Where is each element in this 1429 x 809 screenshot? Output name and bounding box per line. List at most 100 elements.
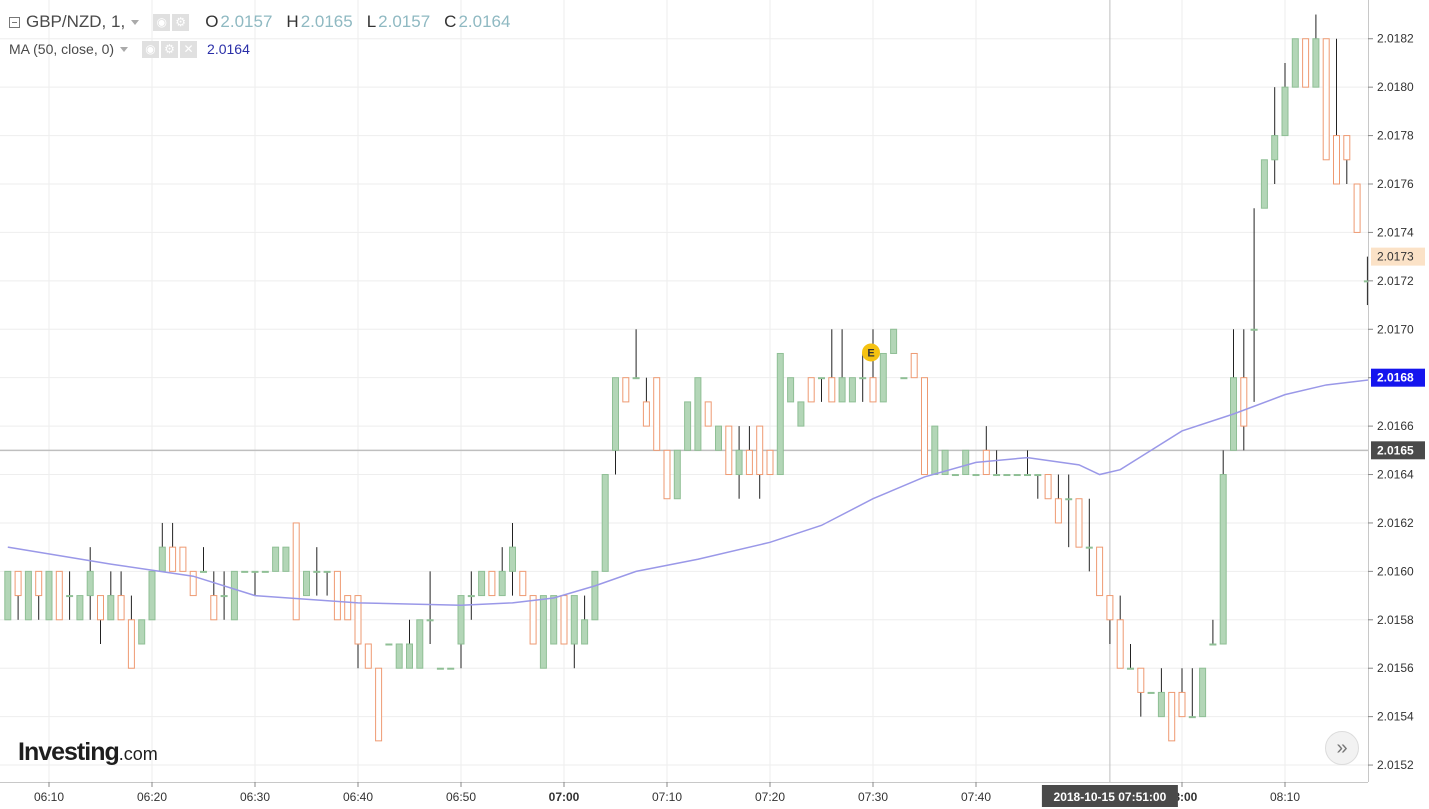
candle-body-up (457, 595, 465, 645)
candle-body-up (632, 377, 640, 380)
candle-body-up (406, 643, 413, 669)
price-tick-label: 2.0158 (1377, 613, 1414, 627)
candle-body-up (931, 425, 939, 476)
candle-body-up (230, 570, 238, 621)
candle-body-up (601, 474, 609, 572)
eye-icon[interactable]: ◉ (142, 40, 160, 58)
price-tick-label: 2.0152 (1377, 758, 1414, 772)
candle-body-up (158, 546, 166, 572)
candle-body-down (725, 425, 733, 476)
candle-body-up (1147, 691, 1155, 694)
price-tick-label: 2.0182 (1377, 32, 1414, 46)
chevron-down-icon[interactable] (120, 46, 129, 52)
candle-body-down (1353, 183, 1361, 233)
ohlc-high-value: 2.0165 (300, 12, 353, 31)
candle-body-up (148, 570, 156, 621)
ma-price-tag-bg (1371, 368, 1425, 387)
candle-body-up (715, 425, 722, 451)
candle-body-up (570, 595, 578, 645)
candle-body-up (467, 595, 475, 598)
candle-body-down (869, 377, 877, 403)
price-tick-label: 2.0162 (1377, 516, 1414, 530)
candle-body-up (612, 377, 619, 451)
candle-body-down (1168, 691, 1176, 742)
candle-body-down (97, 595, 104, 621)
candle-body-up (1250, 328, 1258, 331)
crosshair-price-tag-label: 2.0165 (1377, 443, 1414, 457)
candle-body-up (1013, 474, 1021, 477)
chevron-down-icon[interactable] (131, 19, 140, 25)
price-tick-label: 2.0166 (1377, 419, 1414, 433)
time-tick-label: 06:20 (137, 790, 167, 804)
candle-body-up (200, 570, 207, 573)
candle-body-up (1281, 86, 1289, 137)
candle-body-up (282, 546, 290, 572)
candle-body-up (776, 352, 784, 476)
candle-body-up (673, 449, 681, 500)
collapse-icon[interactable] (9, 16, 20, 28)
candle-body-down (375, 667, 383, 742)
candle-body-up (1003, 474, 1011, 477)
gear-icon[interactable]: ⚙ (172, 13, 190, 31)
candle-body-down (1096, 546, 1104, 597)
candle-body-down (210, 595, 218, 621)
candle-body-up (251, 570, 259, 573)
ohlc-open-key: O (205, 12, 219, 31)
close-icon[interactable]: ✕ (180, 40, 198, 58)
candle-body-up (436, 667, 444, 670)
candle-body-down (622, 377, 630, 403)
price-tick-label: 2.0174 (1377, 225, 1414, 239)
ohlc-low-value: 2.0157 (378, 12, 431, 31)
eye-icon[interactable]: ◉ (153, 13, 171, 31)
candle-body-up (76, 595, 84, 621)
candle-body-down (1075, 498, 1083, 548)
candle-body-up (220, 595, 228, 598)
event-marker (862, 343, 880, 362)
candle-body-up (1260, 159, 1268, 209)
time-tick-label: 08:10 (1270, 790, 1300, 804)
candle-body-up (1219, 474, 1227, 645)
candle-body-up (951, 474, 959, 477)
candle-body-up (138, 619, 146, 645)
candle-body-up (539, 595, 547, 669)
candle-body-down (55, 570, 63, 621)
logo-main: Investing (18, 738, 120, 766)
candle-body-up (972, 474, 980, 477)
candle-body-up (1065, 498, 1073, 501)
price-tick-label: 2.0160 (1377, 564, 1414, 578)
candle-body-up (66, 595, 74, 598)
scroll-to-latest-button[interactable]: » (1325, 731, 1359, 765)
candle-body-down (488, 570, 496, 597)
candle-body-up (890, 328, 898, 354)
price-tick-label: 2.0178 (1377, 129, 1414, 143)
price-tick-label: 2.0156 (1377, 661, 1414, 675)
candle-body-up (1312, 38, 1320, 88)
time-tick-label: 07:30 (858, 790, 888, 804)
candle-body-up (1157, 691, 1165, 718)
candle-body-down (1302, 38, 1310, 88)
candle-body-up (1199, 667, 1207, 718)
price-tick-label: 2.0180 (1377, 80, 1414, 94)
ma-label: MA (50, close, 0) (9, 41, 115, 57)
time-tick-label: 06:30 (240, 790, 270, 804)
candle-body-down (766, 449, 774, 476)
gear-icon[interactable]: ⚙ (161, 40, 179, 58)
candle-body-up (1271, 135, 1279, 161)
candle-body-down (982, 449, 990, 476)
ma-price-tag-label: 2.0168 (1377, 371, 1414, 385)
candle-body-up (859, 377, 867, 380)
candle-body-down (704, 401, 712, 427)
last-price-tag-label: 2.0173 (1377, 250, 1414, 264)
candle-body-down (1333, 135, 1340, 185)
candle-body-up (735, 449, 743, 476)
price-tick-label: 2.0170 (1377, 322, 1414, 336)
investing-logo: Investing.com (18, 738, 158, 767)
candle-body-up (1024, 474, 1031, 477)
candle-body-up (447, 667, 455, 670)
candle-body-up (962, 449, 970, 476)
candle-body-up (1127, 667, 1134, 670)
crosshair-time-tag-label: 2018-10-15 07:51:00 (1054, 790, 1167, 804)
candle-body-down (529, 595, 537, 645)
candle-body-down (745, 449, 753, 476)
